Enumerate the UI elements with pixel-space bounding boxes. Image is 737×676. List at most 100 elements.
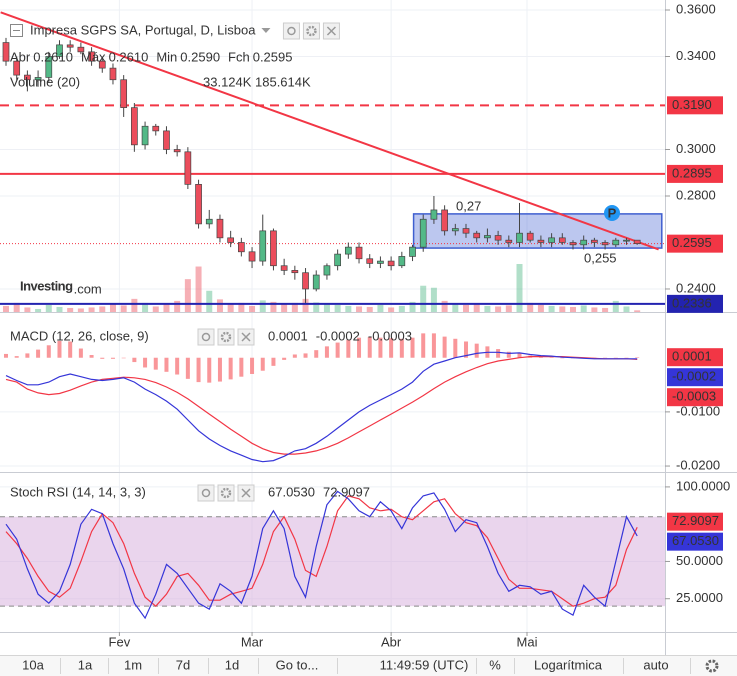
histogram-bar bbox=[421, 333, 426, 358]
candle-body bbox=[205, 218, 213, 225]
volume-bar bbox=[580, 305, 587, 312]
histogram-bar bbox=[25, 353, 30, 358]
candle-body bbox=[2, 42, 10, 62]
candle-body bbox=[569, 242, 577, 246]
histogram-bar bbox=[560, 357, 565, 359]
close-icon bbox=[241, 332, 251, 342]
volume-bar bbox=[420, 285, 427, 312]
candle-body bbox=[612, 239, 620, 246]
volume-bar bbox=[216, 299, 223, 312]
histogram-bar bbox=[14, 356, 19, 358]
volume-bar bbox=[77, 308, 84, 312]
volume-bar bbox=[227, 304, 234, 312]
y-tick-label: 50.0000 bbox=[676, 553, 723, 568]
pane-icon[interactable] bbox=[282, 22, 300, 40]
volume-bar bbox=[13, 302, 20, 312]
toolbar-item[interactable]: 7d bbox=[176, 657, 190, 672]
candle-body bbox=[484, 235, 491, 239]
volume-bar bbox=[452, 303, 459, 312]
volume-bar bbox=[238, 302, 245, 312]
volume-bar bbox=[345, 305, 352, 312]
axis-value-box bbox=[667, 368, 723, 387]
legend-value: -0.0002 bbox=[316, 328, 360, 343]
histogram-bar bbox=[464, 341, 469, 358]
histogram-bar bbox=[132, 357, 137, 363]
gear-icon bbox=[306, 25, 317, 37]
candle-body bbox=[505, 239, 513, 243]
volume-bar bbox=[281, 303, 288, 312]
histogram-bar bbox=[185, 357, 190, 379]
axis-value: 0.0001 bbox=[672, 349, 712, 364]
volume-label: Volume (20) bbox=[10, 74, 80, 89]
histogram-bar bbox=[346, 339, 351, 358]
pane-icon[interactable] bbox=[197, 484, 215, 502]
candle-body bbox=[66, 44, 74, 48]
toolbar-item[interactable]: 1m bbox=[124, 657, 142, 672]
y-tick-label: -0.0100 bbox=[676, 403, 720, 418]
candle-body bbox=[409, 246, 416, 257]
histogram-bar bbox=[399, 338, 404, 358]
dropdown[interactable] bbox=[261, 28, 271, 33]
volume-bar bbox=[388, 307, 395, 312]
x-tick-label: Mar bbox=[241, 634, 264, 649]
histogram-bar bbox=[378, 337, 383, 358]
histogram-bar bbox=[143, 357, 148, 368]
toolbar-item[interactable]: 1a bbox=[78, 657, 93, 672]
volume-bar bbox=[302, 298, 309, 312]
volume-bar bbox=[270, 301, 277, 312]
histogram-bar bbox=[357, 337, 362, 358]
volume-bar bbox=[569, 306, 576, 312]
marker[interactable] bbox=[604, 205, 620, 221]
pane-icon[interactable] bbox=[302, 22, 320, 40]
pane-icon[interactable] bbox=[197, 328, 215, 346]
volume-bar bbox=[35, 308, 42, 312]
toolbar-item[interactable]: 11:49:59 (UTC) bbox=[380, 657, 469, 672]
candle-body bbox=[291, 270, 299, 274]
toolbar-item[interactable]: Go to... bbox=[276, 657, 319, 672]
candle-body bbox=[45, 56, 53, 78]
candle-body bbox=[195, 184, 202, 225]
toolbar-item[interactable]: Logarítmica bbox=[534, 657, 603, 672]
toolbar-bg bbox=[0, 655, 737, 676]
histogram-bar bbox=[164, 357, 169, 372]
volume-bar bbox=[206, 290, 213, 312]
axis-value: 67.0530 bbox=[672, 533, 719, 548]
candle-body bbox=[24, 74, 31, 81]
trendline bbox=[0, 11, 659, 251]
histogram-bar bbox=[303, 353, 308, 358]
ohlc-label: Fch bbox=[228, 49, 250, 64]
histogram-bar bbox=[196, 357, 201, 383]
eye-icon bbox=[201, 332, 211, 342]
eye-icon bbox=[201, 488, 211, 498]
settings-icon[interactable] bbox=[705, 659, 719, 673]
candle-body bbox=[270, 230, 277, 267]
volume-bar bbox=[334, 304, 341, 312]
candle-body bbox=[366, 258, 374, 264]
candle-body bbox=[355, 246, 363, 260]
histogram-bar bbox=[110, 357, 115, 359]
pane-icon[interactable] bbox=[217, 484, 235, 502]
volume-bar bbox=[398, 305, 405, 312]
volume-bar bbox=[537, 304, 544, 312]
range-box bbox=[412, 213, 663, 249]
candle-body bbox=[238, 242, 245, 253]
toolbar-item[interactable]: 1d bbox=[225, 657, 239, 672]
y-tick-label: 0.3000 bbox=[676, 141, 716, 156]
pane-icon[interactable] bbox=[217, 328, 235, 346]
legend-value: 67.0530 bbox=[268, 484, 315, 499]
toolbar-item[interactable]: 10a bbox=[22, 657, 44, 672]
histogram-bar bbox=[442, 336, 447, 358]
volume-bar bbox=[366, 306, 373, 312]
toolbar-item[interactable]: % bbox=[489, 657, 501, 672]
candle-body bbox=[494, 235, 502, 241]
volume-bar bbox=[99, 306, 106, 312]
volume-bar bbox=[109, 304, 116, 312]
volume-bar bbox=[591, 307, 598, 312]
histogram-bar bbox=[282, 357, 287, 360]
histogram-bar bbox=[314, 350, 319, 358]
gear-icon bbox=[220, 331, 232, 343]
histogram-bar bbox=[367, 337, 372, 358]
toolbar-item[interactable]: auto bbox=[643, 657, 668, 672]
histogram-bar bbox=[250, 357, 255, 374]
